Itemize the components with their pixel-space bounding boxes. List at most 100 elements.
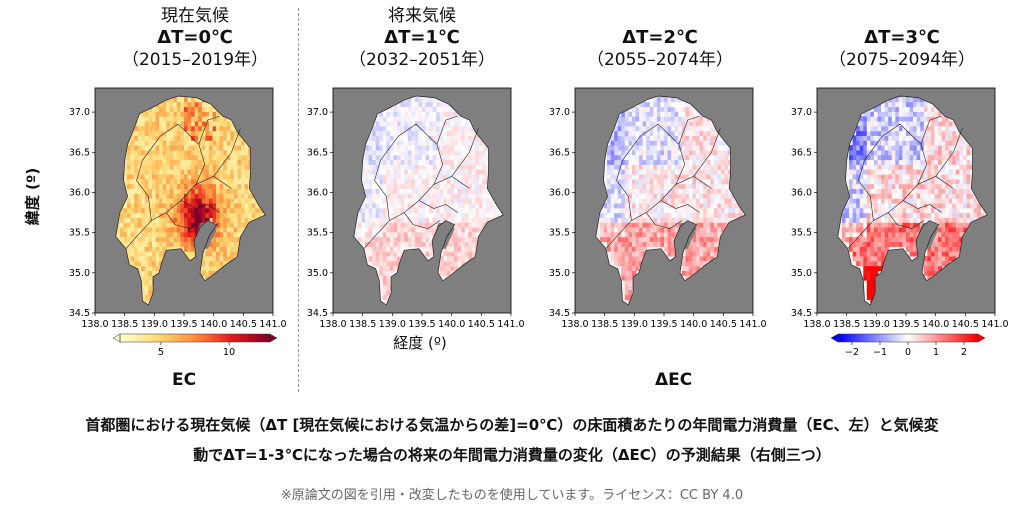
- grid-cell: [930, 241, 936, 247]
- grid-cell: [632, 202, 637, 209]
- grid-cell: [610, 135, 615, 141]
- grid-cell: [966, 145, 971, 151]
- grid-cell: [137, 154, 142, 161]
- grid-cell: [681, 116, 686, 122]
- grid-cell: [642, 149, 647, 156]
- grid-cell: [411, 217, 416, 223]
- grid-cell: [397, 145, 402, 151]
- grid-cell: [436, 116, 441, 122]
- grid-cell: [439, 154, 444, 161]
- grid-cell: [368, 212, 373, 218]
- grid-cell: [913, 174, 918, 180]
- grid-cell: [141, 265, 146, 271]
- grid-cell: [176, 169, 182, 175]
- grid-cell: [863, 236, 868, 243]
- grid-cell: [414, 145, 420, 151]
- grid-cell: [952, 159, 957, 165]
- grid-cell: [471, 188, 476, 194]
- grid-cell: [927, 246, 932, 252]
- grid-cell: [902, 227, 907, 233]
- grid-cell: [205, 120, 210, 127]
- grid-cell: [439, 217, 444, 223]
- grid-cell: [681, 135, 686, 141]
- grid-cell: [194, 145, 199, 151]
- grid-cell: [159, 222, 164, 228]
- grid-cell: [674, 174, 679, 180]
- grid-cell: [706, 217, 711, 223]
- grid-cell: [198, 145, 203, 151]
- grid-cell: [849, 169, 854, 175]
- grid-cell: [365, 174, 370, 180]
- grid-cell: [368, 198, 373, 204]
- grid-cell: [407, 120, 412, 127]
- grid-cell: [845, 222, 850, 228]
- grid-cell: [368, 246, 373, 252]
- grid-cell: [144, 169, 149, 175]
- grid-cell: [152, 111, 157, 117]
- grid-cell: [237, 174, 242, 180]
- grid-cell: [895, 164, 900, 170]
- grid-cell: [963, 193, 968, 199]
- grid-cell: [233, 241, 238, 247]
- grid-cell: [223, 236, 228, 243]
- grid-cell: [874, 174, 879, 180]
- grid-cell: [216, 241, 221, 247]
- grid-cell: [141, 169, 146, 175]
- grid-cell: [233, 164, 238, 170]
- grid-cell: [891, 154, 896, 161]
- prefecture-border: [418, 200, 458, 213]
- grid-cell: [930, 145, 936, 151]
- grid-cell: [397, 231, 402, 238]
- grid-cell: [621, 183, 626, 189]
- grid-cell: [144, 217, 149, 223]
- grid-cell: [881, 159, 886, 165]
- grid-cell: [407, 116, 412, 122]
- grid-cell: [874, 255, 879, 262]
- grid-cell: [191, 96, 196, 103]
- grid-cell: [646, 101, 651, 108]
- grid-cell: [938, 265, 943, 271]
- panel4-title: ΔT=3℃ （2075–2094年）: [792, 27, 1012, 71]
- grid-cell: [696, 251, 701, 257]
- grid-cell: [941, 227, 946, 233]
- grid-cell: [216, 246, 221, 252]
- grid-cell: [891, 236, 896, 243]
- grid-cell: [184, 198, 189, 204]
- grid-cell: [223, 120, 228, 127]
- grid-cell: [649, 183, 654, 189]
- grid-cell: [930, 270, 936, 276]
- grid-cell: [717, 169, 722, 175]
- grid-cell: [404, 164, 409, 170]
- grid-cell: [198, 164, 203, 170]
- grid-cell: [144, 198, 149, 204]
- grid-cell: [660, 140, 665, 146]
- grid-cell: [913, 178, 918, 185]
- grid-cell: [653, 227, 658, 233]
- grid-cell: [909, 154, 914, 161]
- grid-cell: [169, 236, 174, 243]
- grid-cell: [411, 164, 416, 170]
- grid-cell: [624, 255, 629, 262]
- grid-cell: [422, 246, 427, 252]
- grid-cell: [180, 222, 185, 228]
- grid-cell: [959, 212, 964, 218]
- grid-cell: [632, 227, 637, 233]
- grid-cell: [639, 135, 644, 141]
- grid-cell: [461, 202, 466, 209]
- grid-cell: [649, 227, 654, 233]
- grid-cell: [443, 193, 448, 199]
- grid-cell: [450, 188, 455, 194]
- grid-cell: [187, 101, 192, 108]
- grid-cell: [642, 178, 647, 185]
- grid-cell: [927, 251, 932, 257]
- grid-cell: [180, 130, 185, 136]
- grid-cell: [920, 169, 925, 175]
- grid-cell: [863, 198, 868, 204]
- grid-cell: [233, 130, 238, 136]
- grid-cell: [425, 183, 430, 189]
- grid-cell: [688, 270, 694, 276]
- grid-cell: [166, 159, 171, 165]
- grid-cell: [187, 246, 192, 252]
- grid-cell: [699, 174, 704, 180]
- grid-cell: [382, 188, 387, 194]
